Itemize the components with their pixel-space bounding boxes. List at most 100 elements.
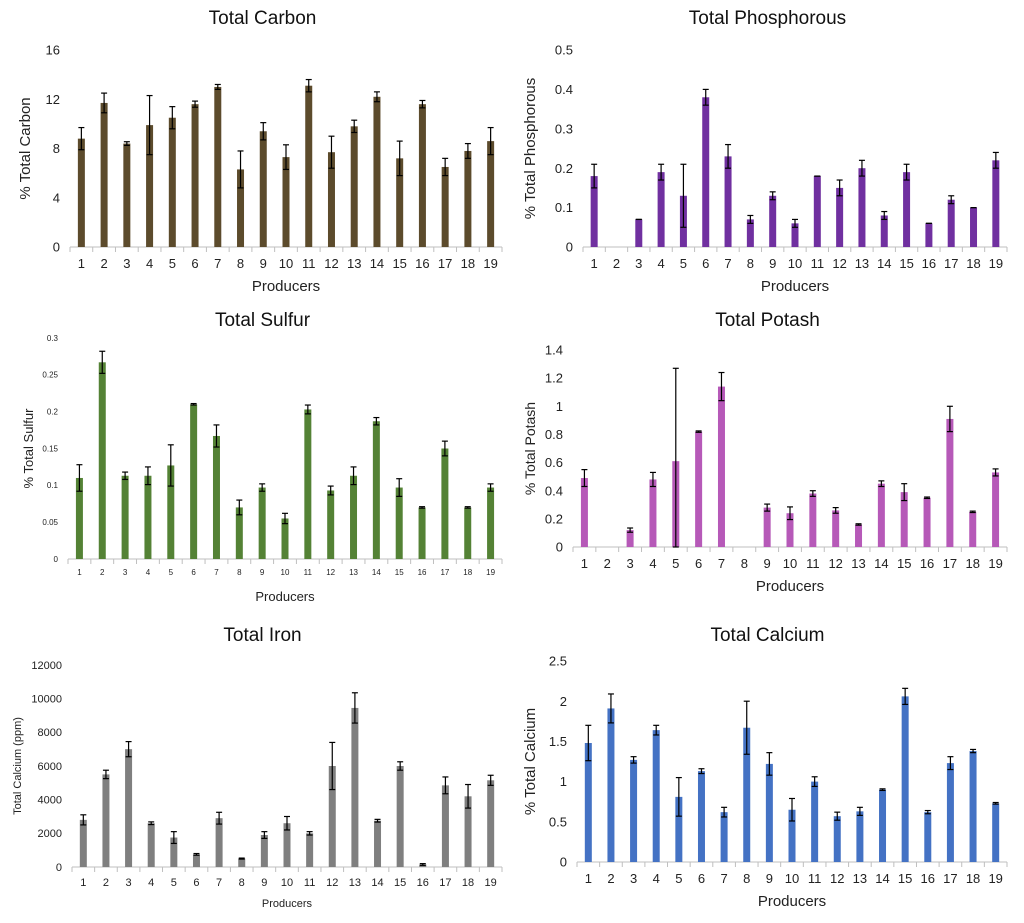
y-tick-label: 0.5 (549, 814, 567, 829)
bar (215, 818, 223, 867)
x-tick-label: 17 (439, 877, 451, 889)
bar (328, 766, 336, 867)
bar (102, 774, 110, 867)
bar (327, 490, 335, 559)
bar (125, 749, 133, 867)
x-tick-label: 1 (77, 568, 82, 577)
chart-panel-total-carbon: Total Carbon 0 4 8 12 16 1 2 3 4 5 6 7 8 9 10 11 12 13 14 1… (10, 8, 515, 303)
chart-panel-total-iron: Total Iron 0 2000 4000 6000 8000 10000 12000 1 2… (10, 625, 515, 920)
error-bar (948, 195, 955, 205)
bar (969, 511, 977, 547)
error-bar (306, 831, 313, 836)
x-tick-label: 5 (672, 556, 679, 571)
bar (214, 86, 222, 247)
bar (717, 386, 725, 547)
bar (626, 530, 634, 547)
x-tick-label: 17 (438, 256, 452, 271)
x-tick-label: 16 (415, 256, 429, 271)
bar (992, 803, 1000, 862)
bar (283, 823, 291, 867)
x-tick-label: 16 (922, 256, 936, 271)
error-bar (259, 483, 266, 492)
bar (657, 172, 665, 247)
bar (121, 475, 129, 559)
y-tick-label: 2000 (38, 828, 62, 840)
y-tick-label: 0.15 (42, 444, 58, 453)
x-tick-label: 1 (585, 871, 592, 886)
y-tick-label: 0 (566, 240, 573, 255)
x-tick-label: 16 (417, 877, 429, 889)
error-bar (419, 506, 426, 509)
error-bar (260, 122, 267, 141)
bar (858, 168, 866, 247)
y-tick-label: 0.3 (555, 121, 573, 136)
chart-title: Total Carbon (208, 8, 317, 29)
x-tick-label: 17 (944, 256, 958, 271)
y-tick-label: 0.25 (42, 371, 58, 380)
bar (75, 477, 83, 559)
error-bar (192, 100, 199, 108)
error-bar (214, 83, 221, 91)
x-axis-label: Producers (255, 589, 315, 604)
bar (924, 812, 932, 862)
error-bar (718, 371, 725, 402)
x-tick-label: 18 (461, 256, 475, 271)
bar (168, 117, 176, 247)
bar (191, 104, 199, 247)
x-tick-label: 10 (788, 256, 802, 271)
error-bar (658, 163, 665, 181)
error-bar (721, 806, 728, 818)
x-tick-label: 9 (764, 556, 771, 571)
chart-title: Total Sulfur (214, 310, 311, 331)
error-bar (284, 815, 290, 831)
x-tick-label: 13 (855, 256, 869, 271)
y-tick-label: 1 (560, 774, 567, 789)
bar (192, 854, 200, 867)
x-tick-label: 13 (349, 877, 361, 889)
chart-total-calcium: 00.511.522.51 2 3 4 5 6 7 8 9 10 11 12 13 14 15 16 17 18 1… (522, 654, 1008, 910)
bar (281, 518, 289, 559)
error-bar (992, 468, 999, 477)
bar (946, 763, 954, 862)
x-tick-label: 7 (720, 871, 727, 886)
error-bar (442, 776, 449, 795)
y-tick-label: 6000 (38, 761, 62, 773)
bar (992, 160, 1000, 247)
error-bar (328, 135, 335, 169)
bar (441, 785, 449, 867)
x-tick-label: 2 (613, 256, 620, 271)
bar (675, 796, 683, 862)
error-bar (102, 769, 109, 780)
x-tick-label: 8 (741, 556, 748, 571)
y-axis-label: % Total Potash (522, 402, 538, 495)
y-tick-label: 2.5 (549, 654, 567, 669)
error-bar (261, 831, 268, 839)
error-bar (351, 692, 358, 724)
bar (77, 138, 85, 247)
chart-title: Total Phosphorous (688, 8, 847, 29)
error-bar (834, 811, 841, 821)
x-tick-label: 10 (785, 871, 799, 886)
x-tick-label: 17 (440, 568, 449, 577)
y-tick-label: 4000 (38, 795, 62, 807)
x-tick-label: 10 (783, 556, 797, 571)
bar (992, 472, 1000, 547)
bar (769, 195, 777, 247)
bar (765, 763, 773, 862)
bar (947, 199, 955, 247)
x-tick-label: 6 (698, 871, 705, 886)
bar (282, 157, 290, 247)
y-tick-label: 0.8 (545, 427, 563, 442)
error-bar (855, 523, 862, 526)
error-bar (992, 151, 999, 169)
y-axis-label: % Total Sulfur (21, 408, 36, 489)
error-bar (672, 367, 679, 548)
error-bar (190, 402, 197, 406)
y-tick-label: 0.1 (47, 481, 59, 490)
error-bar (146, 94, 153, 156)
x-tick-label: 19 (483, 256, 497, 271)
error-bar (836, 179, 843, 197)
bar (464, 150, 472, 247)
bar (811, 781, 819, 862)
bar (635, 219, 643, 247)
